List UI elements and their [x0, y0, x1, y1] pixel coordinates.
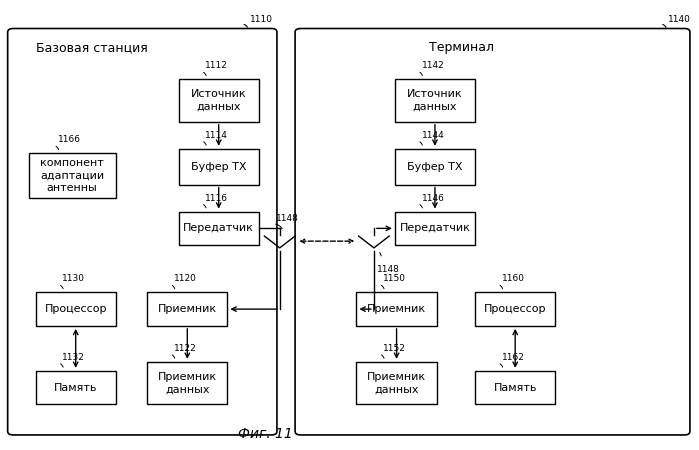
Text: Приемник
данных: Приемник данных: [367, 372, 426, 394]
Bar: [178, 79, 259, 122]
Text: Передатчик: Передатчик: [400, 223, 470, 234]
Text: 1116: 1116: [206, 194, 229, 202]
Text: 1162: 1162: [502, 353, 525, 362]
Text: 1146: 1146: [421, 194, 445, 202]
Bar: [475, 292, 555, 326]
FancyBboxPatch shape: [8, 28, 277, 435]
Text: Процессор: Процессор: [45, 304, 107, 314]
Bar: [395, 149, 475, 184]
Bar: [356, 362, 437, 405]
Text: 1148: 1148: [276, 214, 299, 223]
Text: Приемник
данных: Приемник данных: [158, 372, 217, 394]
Text: 1120: 1120: [174, 274, 196, 284]
Text: 1112: 1112: [206, 61, 228, 70]
Bar: [395, 79, 475, 122]
Bar: [147, 292, 227, 326]
Bar: [36, 371, 116, 405]
Text: компонент
адаптации
антенны: компонент адаптации антенны: [40, 158, 104, 193]
FancyBboxPatch shape: [295, 28, 690, 435]
Bar: [29, 153, 116, 198]
Text: 1114: 1114: [206, 131, 228, 140]
Text: 1122: 1122: [174, 344, 196, 353]
Text: 1130: 1130: [62, 274, 85, 284]
Text: Источник
данных: Источник данных: [191, 89, 247, 112]
Text: Процессор: Процессор: [484, 304, 547, 314]
Bar: [356, 292, 437, 326]
Text: Фиг. 11: Фиг. 11: [238, 427, 293, 441]
Text: Память: Память: [493, 382, 537, 392]
Text: 1144: 1144: [421, 131, 445, 140]
Bar: [36, 292, 116, 326]
Text: Буфер ТХ: Буфер ТХ: [191, 162, 247, 172]
Text: 1160: 1160: [502, 274, 525, 284]
Text: Приемник: Приемник: [158, 304, 217, 314]
Text: 1142: 1142: [421, 61, 445, 70]
Bar: [178, 212, 259, 245]
Text: 1148: 1148: [377, 266, 401, 274]
Text: 1166: 1166: [58, 135, 80, 144]
Text: 1150: 1150: [383, 274, 406, 284]
Bar: [395, 212, 475, 245]
Text: Передатчик: Передатчик: [183, 223, 254, 234]
Text: Базовая станция: Базовая станция: [36, 41, 147, 54]
Bar: [475, 371, 555, 405]
Text: Источник
данных: Источник данных: [407, 89, 463, 112]
Bar: [147, 362, 227, 405]
Text: 1140: 1140: [668, 15, 691, 24]
Text: 1110: 1110: [250, 15, 273, 24]
Text: 1132: 1132: [62, 353, 85, 362]
Text: Память: Память: [54, 382, 97, 392]
Bar: [178, 149, 259, 184]
Text: Приемник: Приемник: [367, 304, 426, 314]
Text: 1152: 1152: [383, 344, 406, 353]
Text: Терминал: Терминал: [428, 41, 493, 54]
Text: Буфер ТХ: Буфер ТХ: [408, 162, 463, 172]
